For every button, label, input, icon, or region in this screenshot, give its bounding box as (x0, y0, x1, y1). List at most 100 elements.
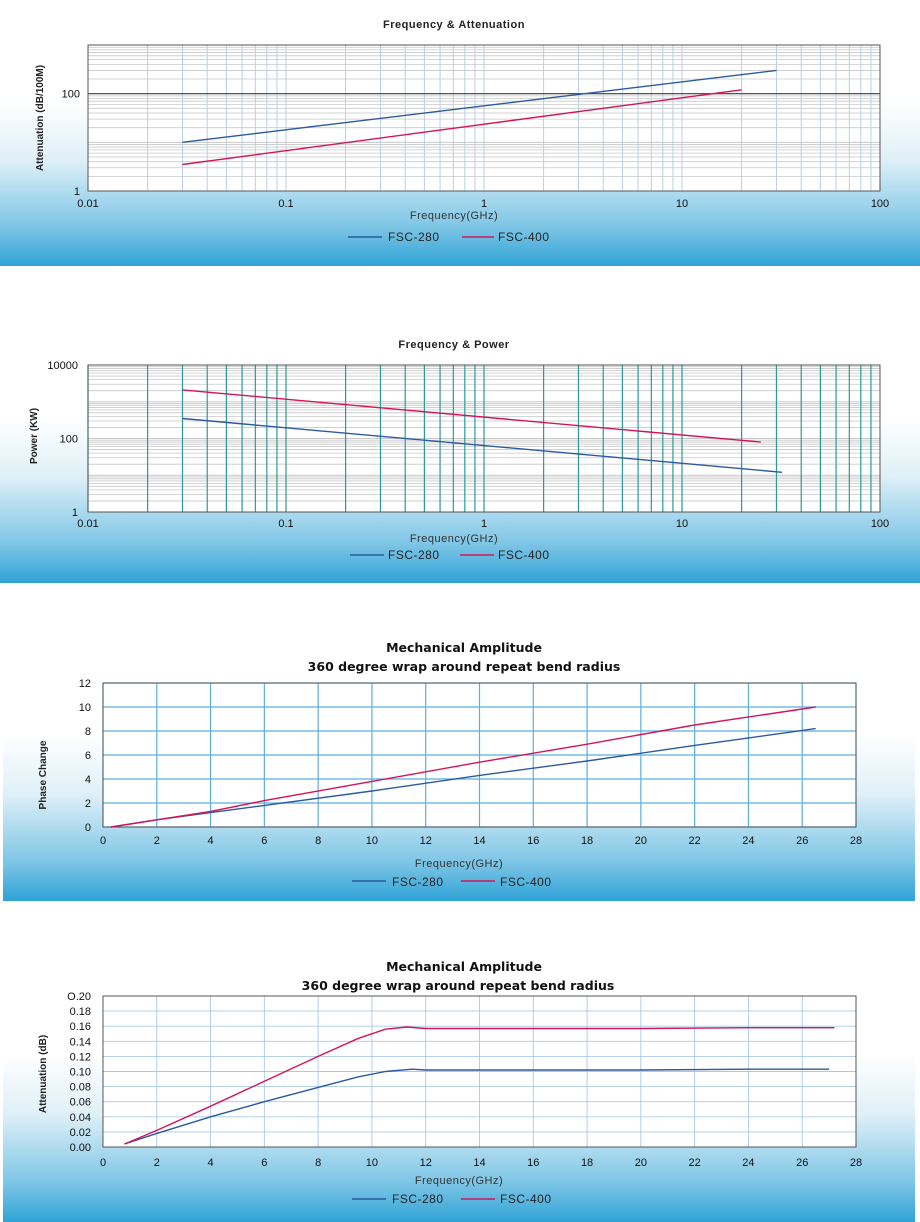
x-axis-label: Frequency(GHz) (415, 1175, 503, 1187)
y-tick-label: 0.12 (70, 1051, 91, 1063)
series-line-fsc-400 (182, 389, 761, 443)
legend-label-fsc-400: FSC-400 (498, 548, 550, 562)
y-tick-label: 100 (60, 434, 78, 446)
y-tick-label: 8 (85, 726, 91, 738)
x-tick-label: 10 (366, 1157, 378, 1169)
y-tick-label: 0.06 (70, 1097, 91, 1109)
chart-title: Frequency & Power (398, 339, 509, 351)
x-tick-label: 22 (689, 1157, 701, 1169)
series-line-fsc-400 (124, 1026, 835, 1145)
legend-label-fsc-280: FSC-280 (388, 230, 440, 244)
x-tick-label: 100 (871, 518, 889, 530)
x-tick-label: 26 (796, 1157, 808, 1169)
chart-title: Mechanical Amplitude (386, 959, 542, 974)
x-tick-label: 10 (676, 198, 688, 210)
chart-panel-mechanical-amplitude-attenuation: Mechanical Amplitude 360 degree wrap aro… (3, 952, 915, 1222)
chart-mechanical-amplitude-phase: Mechanical Amplitude 360 degree wrap aro… (38, 640, 862, 889)
y-tick-label: 10 (79, 702, 91, 714)
x-tick-label: 8 (315, 1157, 321, 1169)
x-tick-label: 18 (581, 1157, 593, 1169)
y-tick-label: 2 (85, 798, 91, 810)
y-tick-label: 4 (85, 774, 91, 786)
legend-label-fsc-400: FSC-400 (500, 875, 552, 889)
x-tick-label: 0.1 (278, 198, 293, 210)
y-axis-label: Attenuation (dB) (38, 1035, 49, 1113)
x-tick-label: 28 (850, 1157, 862, 1169)
y-tick-label: 0.18 (70, 1006, 91, 1018)
x-tick-label: 100 (871, 198, 889, 210)
x-tick-label: 0 (100, 835, 106, 847)
x-tick-label: 22 (689, 835, 701, 847)
y-tick-label: 1 (74, 186, 80, 198)
chart-frequency-power: Frequency & Power Frequency(GHz) Power (… (29, 339, 889, 562)
y-axis-label: Phase Change (38, 740, 49, 809)
y-tick-label: 10000 (47, 360, 78, 372)
plot-frame (87, 364, 881, 513)
chart-mechanical-amplitude-attenuation: Mechanical Amplitude 360 degree wrap aro… (38, 959, 862, 1206)
y-tick-label: 0.14 (70, 1036, 91, 1048)
chart-subtitle: 360 degree wrap around repeat bend radiu… (308, 659, 621, 674)
y-tick-label: 0.08 (70, 1082, 91, 1094)
x-tick-label: 2 (154, 835, 160, 847)
x-axis-label: Frequency(GHz) (410, 210, 498, 222)
x-axis-label: Frequency(GHz) (410, 533, 498, 545)
plot-frame (102, 995, 857, 1148)
legend-label-fsc-400: FSC-400 (500, 1192, 552, 1206)
y-tick-label: 1 (72, 507, 78, 519)
chart-title: Frequency & Attenuation (383, 19, 525, 31)
y-tick-label: 100 (62, 89, 80, 101)
series-line-fsc-280 (182, 69, 777, 143)
y-tick-label: 0.02 (70, 1127, 91, 1139)
y-tick-label: O.20 (67, 991, 91, 1003)
x-tick-label: 6 (261, 835, 267, 847)
plot-frame (87, 44, 881, 192)
chart-subtitle: 360 degree wrap around repeat bend radiu… (302, 978, 615, 993)
plot-frame (102, 682, 857, 828)
x-tick-label: 28 (850, 835, 862, 847)
chart-panel-frequency-power: Frequency & Power Frequency(GHz) Power (… (0, 316, 920, 583)
y-tick-label: 12 (79, 678, 91, 690)
legend-label-fsc-280: FSC-280 (392, 875, 444, 889)
y-tick-label: 0.00 (70, 1142, 91, 1154)
x-tick-label: 6 (261, 1157, 267, 1169)
x-tick-label: 12 (420, 1157, 432, 1169)
legend-label-fsc-280: FSC-280 (392, 1192, 444, 1206)
x-tick-label: 1 (481, 518, 487, 530)
y-axis-label: Power (KW) (29, 408, 40, 464)
x-tick-label: 0.01 (77, 518, 98, 530)
x-tick-label: 8 (315, 835, 321, 847)
y-tick-label: 0.16 (70, 1021, 91, 1033)
y-tick-label: 6 (85, 750, 91, 762)
x-tick-label: 16 (527, 835, 539, 847)
x-tick-label: 12 (420, 835, 432, 847)
x-axis-label: Frequency(GHz) (415, 858, 503, 870)
y-tick-label: 0.10 (70, 1067, 91, 1079)
y-axis-label: Attenuation (dB/100M) (35, 65, 46, 171)
y-tick-label: 0.04 (70, 1112, 91, 1124)
y-tick-label: 0 (85, 822, 91, 834)
series-line-fsc-280 (124, 1068, 830, 1145)
series-line-fsc-400 (182, 89, 742, 166)
x-tick-label: 10 (676, 518, 688, 530)
chart-panel-mechanical-amplitude-phase: Mechanical Amplitude 360 degree wrap aro… (3, 634, 915, 901)
x-tick-label: 1 (481, 198, 487, 210)
x-tick-label: 26 (796, 835, 808, 847)
series-line-fsc-400 (110, 706, 816, 828)
chart-title: Mechanical Amplitude (386, 640, 542, 655)
x-tick-label: 20 (635, 835, 647, 847)
x-tick-label: 10 (366, 835, 378, 847)
x-tick-label: 16 (527, 1157, 539, 1169)
x-tick-label: 0.01 (77, 198, 98, 210)
legend-label-fsc-400: FSC-400 (498, 230, 550, 244)
x-tick-label: 24 (742, 1157, 754, 1169)
x-tick-label: 0.1 (278, 518, 293, 530)
x-tick-label: 14 (473, 1157, 485, 1169)
x-tick-label: 14 (473, 835, 485, 847)
x-tick-label: 24 (742, 835, 754, 847)
x-tick-label: 0 (100, 1157, 106, 1169)
x-tick-label: 4 (208, 835, 214, 847)
x-tick-label: 4 (208, 1157, 214, 1169)
x-tick-label: 18 (581, 835, 593, 847)
legend-label-fsc-280: FSC-280 (388, 548, 440, 562)
series-line-fsc-280 (182, 417, 783, 473)
